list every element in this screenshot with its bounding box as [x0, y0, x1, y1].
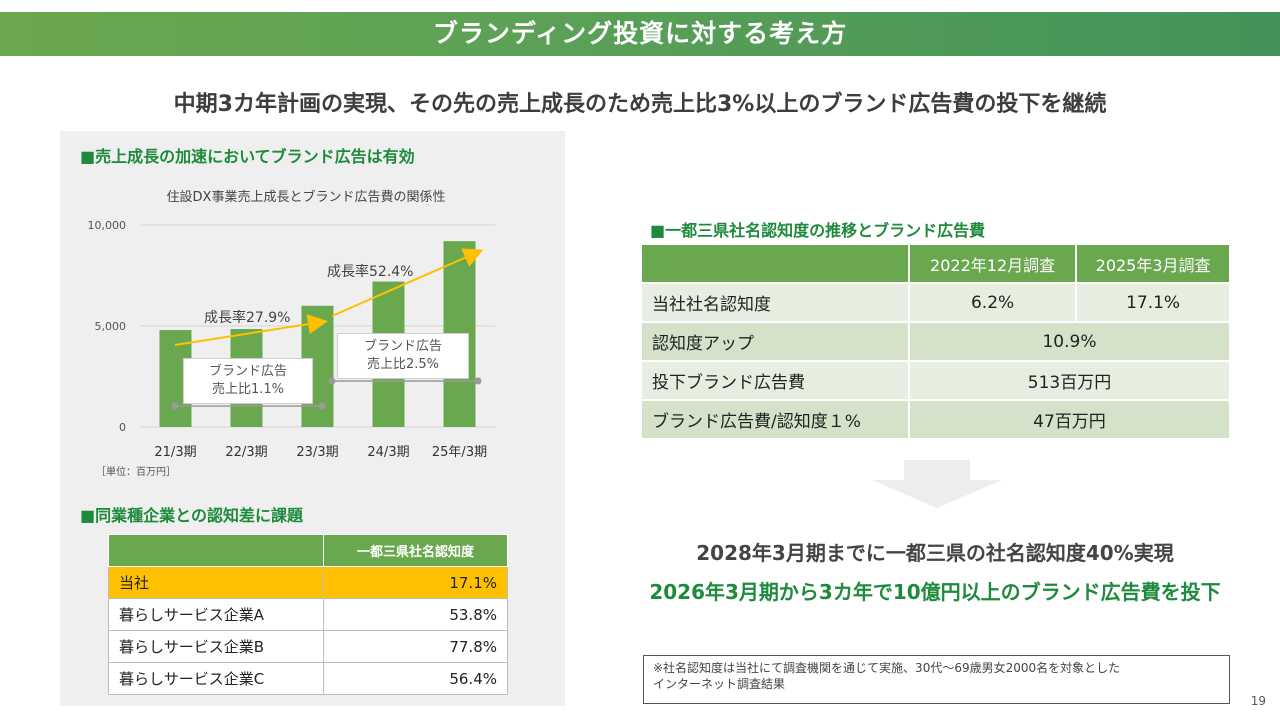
page-title: ブランディング投資に対する考え方	[432, 19, 848, 48]
x-tick-label: 23/3期	[296, 445, 338, 460]
ratio-bracket-2-start	[328, 377, 336, 385]
sales-growth-chart: 住設DX事業売上成長とブランド広告費の関係性 21/3期 22/3期 23/3期 24…	[88, 189, 495, 460]
section-title-awareness-trend: ■一都三県社名認知度の推移とブランド広告費	[650, 221, 986, 240]
table-header-2025: 2025年3月調査	[1075, 243, 1231, 284]
page-title-bar: ブランディング投資に対する考え方	[0, 12, 1280, 56]
x-tick-label: 24/3期	[367, 445, 409, 460]
ratio-bracket-1-start	[171, 402, 179, 410]
unit-note: ［単位：百万円］	[96, 467, 176, 478]
table-header-blank	[640, 243, 910, 284]
x-tick-label: 21/3期	[154, 445, 196, 460]
chart-annotations	[171, 248, 484, 410]
conclusion-investment-plan: 2026年3月期から3カ年で10億円以上のブランド広告費を投下	[649, 580, 1221, 604]
x-tick-label: 22/3期	[225, 445, 267, 460]
value-2025: 17.1%	[1075, 282, 1231, 323]
competitor-awareness-table: 一都三県社名認知度 当社 17.1% 暮らしサービス企業A 53.8% 暮らしサ…	[108, 534, 508, 695]
awareness-trend-table: 2022年12月調査 2025年3月調査 当社社名認知度 6.2% 17.1% …	[640, 243, 1231, 440]
ratio-bracket-2-end	[474, 377, 482, 385]
company-name: 暮らしサービス企業A	[108, 598, 324, 631]
x-tick-label: 25年/3期	[432, 445, 487, 460]
table-header-2022: 2022年12月調査	[907, 243, 1078, 284]
footnote-line-1: ※社名認知度は当社にて調査機関を通じて実施、30代〜69歳男女2000名を対象と…	[653, 661, 1121, 675]
awareness-value: 77.8%	[323, 630, 508, 663]
row-label: 投下ブランド広告費	[640, 360, 910, 401]
row-label: ブランド広告費/認知度１%	[640, 399, 910, 440]
company-name: 当社	[108, 566, 324, 599]
page-number: 19	[1250, 694, 1266, 708]
table-row: 暮らしサービス企業C 56.4%	[108, 662, 508, 695]
y-tick-label: 0	[119, 421, 126, 434]
ad-ratio-2-value: 売上比2.5%	[366, 357, 440, 372]
table-header-row: 2022年12月調査 2025年3月調査	[640, 243, 1231, 284]
footnote-box: ※社名認知度は当社にて調査機関を通じて実施、30代〜69歳男女2000名を対象と…	[643, 655, 1230, 704]
ad-ratio-1-value: 売上比1.1%	[211, 382, 285, 397]
company-name: 暮らしサービス企業C	[108, 662, 324, 695]
ratio-bracket-1-end	[318, 402, 326, 410]
headline: 中期3カ年計画の実現、その先の売上成長のため売上比3%以上のブランド広告費の投下…	[173, 92, 1107, 117]
y-tick-label: 5,000	[95, 320, 127, 333]
table-row: 当社社名認知度 6.2% 17.1%	[640, 282, 1231, 323]
section-title-growth: ■売上成長の加速においてブランド広告は有効	[80, 147, 415, 166]
ad-ratio-2-label: ブランド広告	[363, 339, 442, 354]
chart-y-labels: 0 5,000 10,000	[88, 219, 127, 434]
growth-arrow-2	[331, 248, 484, 317]
growth-rate-2: 成長率52.4%	[327, 264, 414, 280]
ad-ratio-box-2: ブランド広告 売上比2.5%	[337, 333, 469, 379]
table-row: 当社 17.1%	[108, 566, 508, 599]
row-value: 47百万円	[908, 399, 1231, 440]
table-header-row: 一都三県社名認知度	[108, 534, 508, 567]
awareness-value: 17.1%	[323, 566, 508, 599]
table-row: 投下ブランド広告費 513百万円	[640, 360, 1231, 401]
row-label: 認知度アップ	[640, 321, 910, 362]
y-tick-label: 10,000	[88, 219, 127, 232]
row-value: 10.9%	[908, 321, 1231, 362]
table-row: 暮らしサービス企業A 53.8%	[108, 598, 508, 631]
awareness-value: 53.8%	[323, 598, 508, 631]
row-label: 当社社名認知度	[640, 282, 910, 323]
row-value: 513百万円	[908, 360, 1231, 401]
company-name: 暮らしサービス企業B	[108, 630, 324, 663]
table-header-blank	[108, 534, 324, 567]
arrow-down-icon	[872, 460, 1002, 508]
growth-rate-1: 成長率27.9%	[204, 310, 291, 326]
table-row: 認知度アップ 10.9%	[640, 321, 1231, 362]
conclusion-awareness-goal: 2028年3月期までに一都三県の社名認知度40%実現	[696, 541, 1174, 565]
table-row: 暮らしサービス企業B 77.8%	[108, 630, 508, 663]
table-row: ブランド広告費/認知度１% 47百万円	[640, 399, 1231, 440]
chart-title: 住設DX事業売上成長とブランド広告費の関係性	[167, 189, 446, 205]
section-title-awareness-gap: ■同業種企業との認知差に課題	[80, 506, 303, 525]
growth-arrow-1	[174, 314, 328, 346]
value-2022: 6.2%	[907, 282, 1078, 323]
chart-x-labels: 21/3期 22/3期 23/3期 24/3期 25年/3期	[154, 445, 487, 460]
awareness-value: 56.4%	[323, 662, 508, 695]
ad-ratio-box-1: ブランド広告 売上比1.1%	[183, 358, 313, 404]
ad-ratio-1-label: ブランド広告	[208, 364, 287, 379]
table-header-awareness: 一都三県社名認知度	[323, 534, 508, 567]
footnote-line-2: インターネット調査結果	[653, 677, 786, 691]
